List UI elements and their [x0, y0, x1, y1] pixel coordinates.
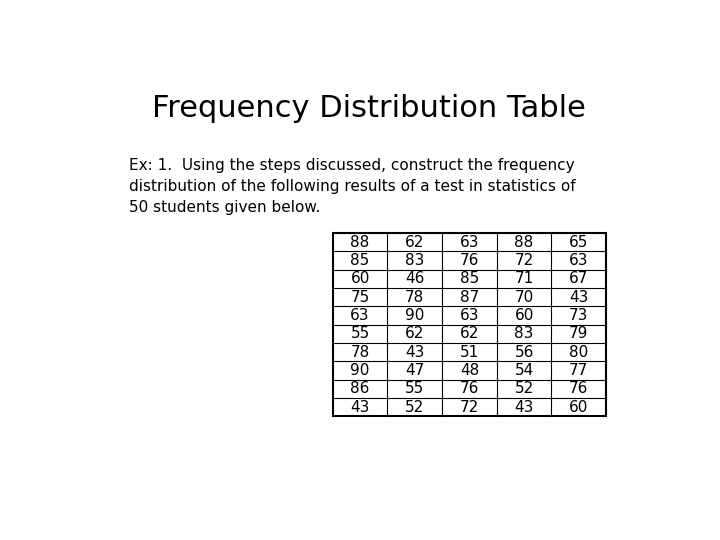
Text: 60: 60	[351, 272, 370, 286]
Text: 60: 60	[569, 400, 588, 415]
Text: distribution of the following results of a test in statistics of: distribution of the following results of…	[129, 179, 576, 194]
Text: 86: 86	[351, 381, 370, 396]
Text: 48: 48	[460, 363, 479, 378]
Text: 85: 85	[460, 272, 479, 286]
Text: 56: 56	[514, 345, 534, 360]
Text: 87: 87	[460, 290, 479, 305]
Text: 78: 78	[351, 345, 369, 360]
Text: 90: 90	[405, 308, 425, 323]
Text: 63: 63	[351, 308, 370, 323]
Text: 55: 55	[405, 381, 424, 396]
Text: 55: 55	[351, 326, 369, 341]
Text: 75: 75	[351, 290, 369, 305]
Text: 60: 60	[514, 308, 534, 323]
Text: 79: 79	[569, 326, 588, 341]
Text: 50 students given below.: 50 students given below.	[129, 200, 320, 215]
Text: 73: 73	[569, 308, 588, 323]
Text: 67: 67	[569, 272, 588, 286]
Text: 80: 80	[570, 345, 588, 360]
Text: 62: 62	[460, 326, 479, 341]
Text: Ex: 1.  Using the steps discussed, construct the frequency: Ex: 1. Using the steps discussed, constr…	[129, 158, 575, 173]
Bar	[333, 233, 606, 416]
Text: 90: 90	[351, 363, 370, 378]
Text: 43: 43	[569, 290, 588, 305]
Text: 88: 88	[351, 235, 369, 250]
Text: 71: 71	[515, 272, 534, 286]
Text: 70: 70	[515, 290, 534, 305]
Text: 46: 46	[405, 272, 425, 286]
Text: 52: 52	[405, 400, 424, 415]
Text: 54: 54	[515, 363, 534, 378]
Text: 88: 88	[515, 235, 534, 250]
Text: 51: 51	[460, 345, 479, 360]
Text: 43: 43	[351, 400, 370, 415]
Text: 77: 77	[570, 363, 588, 378]
Text: Frequency Distribution Table: Frequency Distribution Table	[152, 94, 586, 123]
Text: 76: 76	[460, 253, 479, 268]
Text: 76: 76	[569, 381, 588, 396]
Text: 43: 43	[514, 400, 534, 415]
Text: 62: 62	[405, 326, 425, 341]
Text: 72: 72	[460, 400, 479, 415]
Text: 63: 63	[569, 253, 588, 268]
Text: 76: 76	[460, 381, 479, 396]
Text: 65: 65	[569, 235, 588, 250]
Text: 85: 85	[351, 253, 369, 268]
Text: 52: 52	[515, 381, 534, 396]
Text: 47: 47	[405, 363, 424, 378]
Text: 63: 63	[459, 235, 480, 250]
Text: 43: 43	[405, 345, 425, 360]
Text: 83: 83	[514, 326, 534, 341]
Text: 83: 83	[405, 253, 425, 268]
Text: 63: 63	[459, 308, 480, 323]
Text: 72: 72	[515, 253, 534, 268]
Text: 62: 62	[405, 235, 425, 250]
Text: 78: 78	[405, 290, 424, 305]
